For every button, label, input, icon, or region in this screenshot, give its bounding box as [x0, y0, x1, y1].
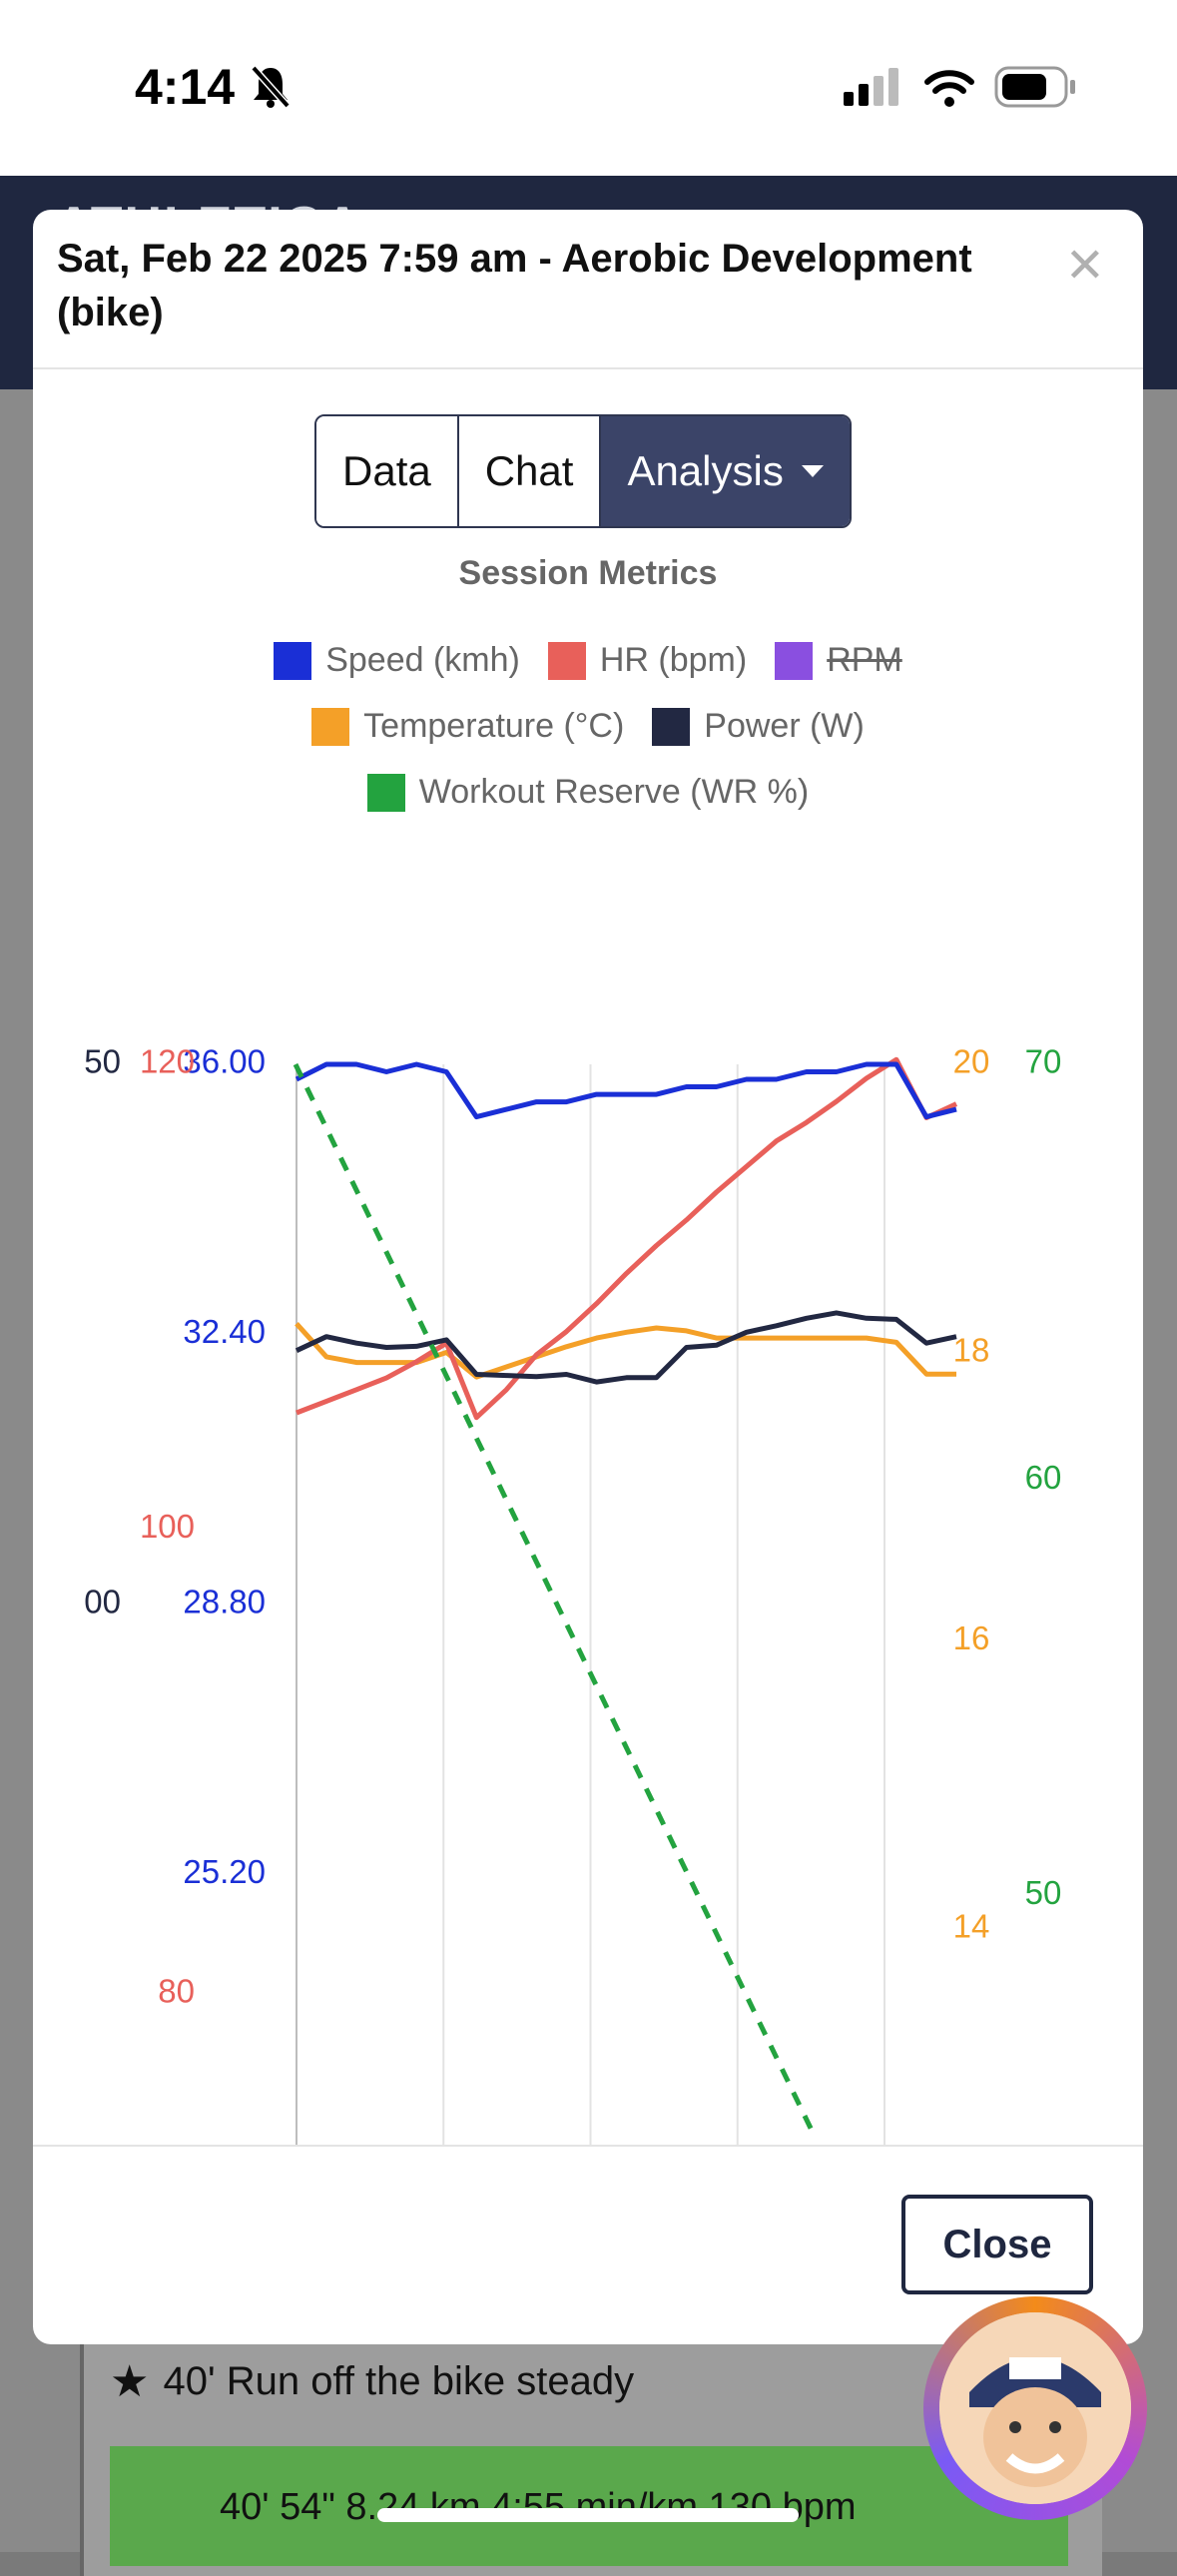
speed-tick-label: 28.80 — [183, 1584, 266, 1620]
workout-row[interactable]: ★ 40' Run off the bike steady — [110, 2346, 634, 2416]
legend-power[interactable]: Power (W) — [652, 707, 865, 746]
modal-title: Sat, Feb 22 2025 7:59 am - Aerobic Devel… — [57, 237, 972, 334]
legend-rpm-swatch — [775, 641, 814, 680]
temperature-tick-label: 18 — [953, 1331, 990, 1368]
caret-down-icon — [801, 465, 824, 477]
speed-tick-label: 36.00 — [183, 1043, 266, 1080]
speed-line — [294, 1061, 957, 1120]
hr-tick-label: 120 — [140, 1043, 195, 1080]
divider — [33, 2145, 1143, 2147]
legend-power-label: Power (W) — [704, 707, 865, 745]
tab-data[interactable]: Data — [316, 416, 457, 526]
tab-data-label: Data — [342, 447, 431, 494]
legend-temperature-swatch — [311, 707, 350, 746]
wr-tick-label: 60 — [1025, 1459, 1062, 1496]
battery-icon — [994, 66, 1075, 108]
legend-speed-label: Speed (kmh) — [325, 641, 520, 679]
legend-power-swatch — [652, 707, 691, 746]
wr-line — [293, 1062, 818, 2138]
legend-speed[interactable]: Speed (kmh) — [274, 641, 520, 680]
wr-tick-label: 70 — [1025, 1043, 1062, 1080]
divider — [33, 367, 1143, 369]
legend-temperature-label: Temperature (°C) — [363, 707, 625, 745]
legend-wr-swatch — [366, 773, 405, 812]
speed-tick-label: 25.20 — [183, 1853, 266, 1890]
workout-stats-bar — [110, 2446, 1068, 2566]
tab-chat[interactable]: Chat — [456, 416, 600, 526]
chart-grid — [295, 1064, 885, 2145]
star-icon: ★ — [110, 2356, 150, 2406]
tab-analysis[interactable]: Analysis — [599, 416, 850, 526]
legend-speed-swatch — [274, 641, 312, 680]
coach-face-icon — [939, 2312, 1131, 2504]
legend-rpm-label: RPM — [827, 641, 902, 679]
hr-tick-label: 80 — [158, 1972, 195, 2009]
session-chart: 36.00 32.40 28.80 25.20 120 100 80 50 00 20 18 16 14… — [84, 1043, 1061, 2145]
wifi-icon — [924, 70, 974, 107]
status-bar: 4:14 — [0, 0, 1177, 176]
legend-wr[interactable]: Workout Reserve (WR %) — [366, 773, 810, 812]
tab-analysis-label: Analysis — [627, 447, 784, 494]
temperature-tick-label: 14 — [953, 1907, 990, 1944]
legend-wr-label: Workout Reserve (WR %) — [418, 773, 810, 811]
legend-row-3: Workout Reserve (WR %) — [33, 773, 1143, 812]
legend-hr-swatch — [547, 641, 586, 680]
hr-line — [295, 1056, 958, 1421]
legend-row-2: Temperature (°C) Power (W) — [33, 707, 1143, 746]
legend-hr-label: HR (bpm) — [599, 641, 748, 679]
hr-tick-label: 100 — [140, 1508, 195, 1545]
workout-title: 40' Run off the bike steady — [163, 2358, 635, 2403]
temperature-tick-label: 16 — [953, 1619, 990, 1656]
legend-hr[interactable]: HR (bpm) — [547, 641, 748, 680]
temperature-tick-label: 20 — [953, 1043, 990, 1080]
bell-slash-icon — [251, 65, 291, 108]
temperature-line — [294, 1322, 956, 1380]
power-tick-label: 50 — [84, 1043, 121, 1080]
close-button[interactable]: Close — [901, 2195, 1093, 2294]
coach-avatar[interactable] — [923, 2296, 1147, 2520]
chart-series — [293, 1056, 958, 2138]
legend-rpm[interactable]: RPM — [775, 641, 902, 680]
coach-avatar-image — [939, 2312, 1131, 2504]
power-line — [294, 1310, 957, 1385]
legend-temperature[interactable]: Temperature (°C) — [311, 707, 624, 746]
speed-tick-label: 32.40 — [183, 1313, 266, 1350]
home-indicator — [377, 2508, 799, 2522]
status-time: 4:14 — [135, 59, 236, 115]
cellular-signal-icon — [844, 68, 898, 106]
wr-tick-label: 50 — [1025, 1874, 1062, 1911]
axis-labels: 36.00 32.40 28.80 25.20 120 100 80 50 00 20 18 16 14… — [84, 1043, 1061, 2010]
session-modal: Sat, Feb 22 2025 7:59 am - Aerobic Devel… — [33, 210, 1143, 2344]
legend-row-1: Speed (kmh) HR (bpm) RPM — [33, 641, 1143, 680]
tab-chat-label: Chat — [484, 447, 574, 494]
close-icon[interactable]: ✕ — [1064, 240, 1105, 293]
chart-title: Session Metrics — [458, 554, 718, 592]
tab-group: Data Chat Analysis — [314, 414, 852, 528]
power-tick-label: 00 — [84, 1584, 121, 1620]
